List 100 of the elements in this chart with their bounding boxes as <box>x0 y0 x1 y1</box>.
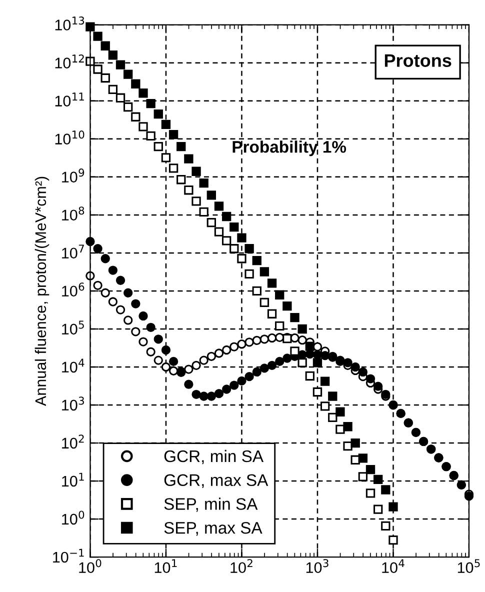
point <box>100 41 110 50</box>
point <box>146 322 156 332</box>
point <box>192 166 201 176</box>
point <box>290 312 300 322</box>
point <box>93 64 102 74</box>
point <box>131 327 140 336</box>
point <box>93 32 102 41</box>
point <box>336 424 345 434</box>
point <box>184 186 194 195</box>
point <box>161 153 171 162</box>
point <box>358 367 368 377</box>
point <box>298 336 307 345</box>
legend-label: GCR, max SA <box>164 474 268 488</box>
point <box>184 380 194 389</box>
y-tick-label: 10$^{7}$ <box>62 244 84 259</box>
point <box>343 422 352 432</box>
y-axis-title: Annual fluence, proton/(MeV*cm²) <box>34 176 50 406</box>
annotation: Protons <box>384 54 452 67</box>
point <box>305 342 314 351</box>
point <box>124 316 133 325</box>
point <box>116 305 126 314</box>
point <box>206 218 216 228</box>
point <box>282 302 292 311</box>
point <box>275 321 284 331</box>
point <box>320 402 330 411</box>
point <box>161 362 171 372</box>
point <box>260 267 270 276</box>
point <box>192 390 201 399</box>
point <box>138 88 148 98</box>
point <box>222 236 232 246</box>
y-tick-label: 10$^{4}$ <box>62 358 84 373</box>
point <box>290 346 300 356</box>
point <box>168 130 178 140</box>
point <box>154 142 163 152</box>
point <box>214 348 224 358</box>
point <box>237 254 246 264</box>
point <box>237 233 246 242</box>
x-tick-label: 10$^{4}$ <box>382 559 404 574</box>
point <box>131 79 140 88</box>
point <box>244 269 254 279</box>
point <box>388 502 398 512</box>
point <box>138 122 148 132</box>
point <box>168 164 178 173</box>
point <box>214 227 224 236</box>
point <box>214 202 224 211</box>
point <box>298 358 307 368</box>
point <box>222 384 232 394</box>
point <box>275 356 284 366</box>
point <box>131 299 140 308</box>
point <box>108 84 118 94</box>
point <box>192 196 201 206</box>
point <box>252 256 262 266</box>
point <box>116 276 126 285</box>
point <box>350 362 360 372</box>
point <box>93 244 102 254</box>
point <box>381 485 390 494</box>
point <box>320 350 330 360</box>
annotation: Probability 1% <box>232 140 346 156</box>
y-tick-label: 10$^{0}$ <box>62 510 84 525</box>
point <box>374 474 383 484</box>
point <box>312 358 322 368</box>
point <box>328 392 338 401</box>
point <box>366 465 376 474</box>
point <box>230 244 239 254</box>
point <box>267 360 277 370</box>
point <box>230 222 239 232</box>
point <box>244 244 254 254</box>
point <box>366 374 376 384</box>
point <box>154 334 163 344</box>
point <box>138 311 148 321</box>
point <box>252 286 262 296</box>
y-tick-label: 10$^{3}$ <box>62 396 84 411</box>
point <box>214 388 224 398</box>
y-tick-label: 10$^{8}$ <box>62 206 84 221</box>
point <box>138 337 148 346</box>
point <box>328 412 338 422</box>
point <box>146 98 156 108</box>
point <box>131 112 140 122</box>
point <box>124 288 133 298</box>
point <box>199 207 208 217</box>
x-tick-label: 10$^{1}$ <box>154 559 177 574</box>
point <box>237 340 246 349</box>
point <box>199 178 208 188</box>
point <box>260 334 270 344</box>
point <box>100 73 110 83</box>
point <box>184 364 194 374</box>
point <box>260 364 270 373</box>
point <box>206 352 216 361</box>
point <box>374 504 383 514</box>
point <box>146 347 156 356</box>
point <box>230 342 239 352</box>
point <box>252 336 262 346</box>
legend-label: SEP, min SA <box>164 498 258 512</box>
point <box>206 190 216 200</box>
point <box>298 324 307 334</box>
point <box>260 298 270 307</box>
x-tick-label: 10$^{3}$ <box>306 559 328 574</box>
point <box>176 175 186 184</box>
point <box>222 345 232 355</box>
legend-label: GCR, min SA <box>164 450 264 464</box>
